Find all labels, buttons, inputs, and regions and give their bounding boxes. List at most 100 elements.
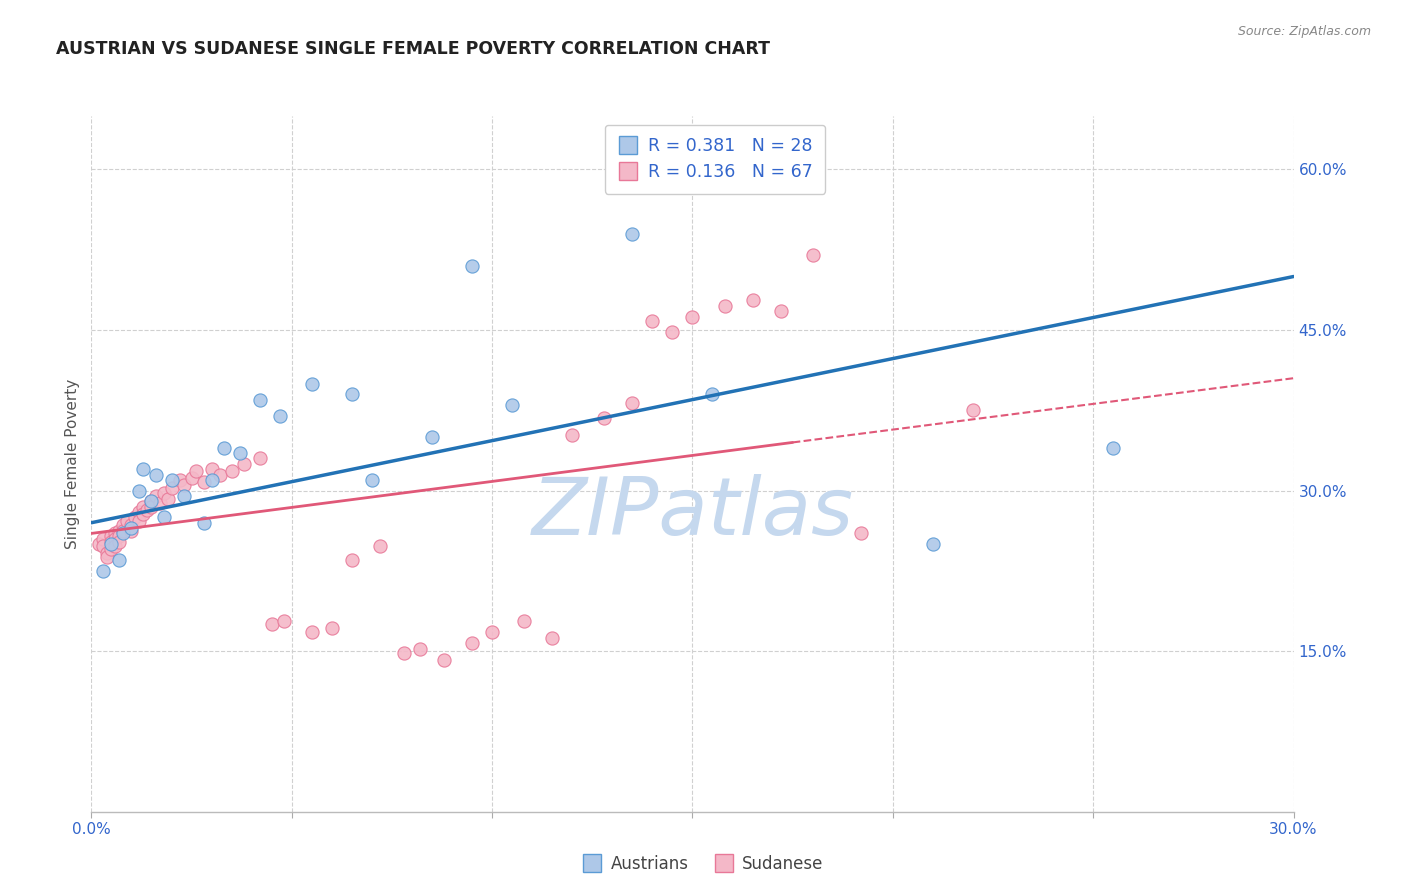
Point xyxy=(128,483,150,498)
Point xyxy=(132,500,155,514)
Point xyxy=(100,542,122,557)
Point xyxy=(661,325,683,339)
Point xyxy=(96,549,118,564)
Point xyxy=(461,259,484,273)
Point xyxy=(156,492,179,507)
Point xyxy=(145,467,167,482)
Point xyxy=(260,617,283,632)
Y-axis label: Single Female Poverty: Single Female Poverty xyxy=(65,379,80,549)
Point xyxy=(121,517,143,532)
Point xyxy=(108,524,131,539)
Point xyxy=(132,507,155,521)
Point xyxy=(104,526,127,541)
Point xyxy=(100,535,122,549)
Point xyxy=(121,521,143,535)
Point xyxy=(621,227,644,241)
Point xyxy=(132,462,155,476)
Point xyxy=(193,475,215,489)
Point xyxy=(513,614,536,628)
Point xyxy=(104,532,127,546)
Point xyxy=(208,467,231,482)
Point xyxy=(124,510,146,524)
Point xyxy=(461,635,484,649)
Point xyxy=(621,396,644,410)
Point xyxy=(769,303,792,318)
Point xyxy=(93,564,115,578)
Point xyxy=(184,464,207,478)
Point xyxy=(108,528,131,542)
Point xyxy=(145,489,167,503)
Point xyxy=(713,300,735,314)
Point xyxy=(104,539,127,553)
Point xyxy=(481,624,503,639)
Point xyxy=(193,516,215,530)
Point xyxy=(112,526,135,541)
Point xyxy=(301,624,323,639)
Point xyxy=(249,392,271,407)
Point xyxy=(173,489,195,503)
Point xyxy=(741,293,763,307)
Point xyxy=(112,517,135,532)
Point xyxy=(117,514,139,528)
Point xyxy=(301,376,323,391)
Point xyxy=(201,473,224,487)
Point xyxy=(269,409,291,423)
Point xyxy=(169,473,191,487)
Point xyxy=(108,535,131,549)
Point xyxy=(89,537,111,551)
Point xyxy=(340,387,363,401)
Point xyxy=(152,485,174,500)
Point xyxy=(561,428,583,442)
Point xyxy=(849,526,872,541)
Point xyxy=(108,553,131,567)
Legend: R = 0.381   N = 28, R = 0.136   N = 67: R = 0.381 N = 28, R = 0.136 N = 67 xyxy=(605,125,825,194)
Point xyxy=(173,478,195,492)
Point xyxy=(160,473,183,487)
Point xyxy=(501,398,523,412)
Point xyxy=(409,642,432,657)
Text: Source: ZipAtlas.com: Source: ZipAtlas.com xyxy=(1237,25,1371,38)
Point xyxy=(249,451,271,466)
Point xyxy=(922,537,945,551)
Point xyxy=(541,632,564,646)
Point xyxy=(148,496,170,510)
Point xyxy=(962,403,984,417)
Point xyxy=(136,503,159,517)
Point xyxy=(128,505,150,519)
Point xyxy=(100,537,122,551)
Point xyxy=(152,510,174,524)
Point xyxy=(681,310,703,325)
Point xyxy=(128,514,150,528)
Point xyxy=(392,646,415,660)
Point xyxy=(801,248,824,262)
Point xyxy=(112,524,135,539)
Point xyxy=(212,441,235,455)
Text: ZIPatlas: ZIPatlas xyxy=(531,474,853,551)
Point xyxy=(321,621,343,635)
Point xyxy=(141,494,163,508)
Text: AUSTRIAN VS SUDANESE SINGLE FEMALE POVERTY CORRELATION CHART: AUSTRIAN VS SUDANESE SINGLE FEMALE POVER… xyxy=(56,40,770,58)
Point xyxy=(96,546,118,560)
Point xyxy=(593,410,616,425)
Point xyxy=(93,532,115,546)
Point xyxy=(93,539,115,553)
Point xyxy=(232,457,254,471)
Point xyxy=(1102,441,1125,455)
Point xyxy=(273,614,295,628)
Point xyxy=(228,446,250,460)
Point xyxy=(360,473,382,487)
Point xyxy=(368,539,391,553)
Point xyxy=(180,471,202,485)
Point xyxy=(100,528,122,542)
Point xyxy=(141,494,163,508)
Legend: Austrians, Sudanese: Austrians, Sudanese xyxy=(576,848,830,880)
Point xyxy=(221,464,243,478)
Point xyxy=(641,314,664,328)
Point xyxy=(340,553,363,567)
Point xyxy=(420,430,443,444)
Point xyxy=(160,482,183,496)
Point xyxy=(121,524,143,539)
Point xyxy=(702,387,724,401)
Point xyxy=(433,653,456,667)
Point xyxy=(141,500,163,514)
